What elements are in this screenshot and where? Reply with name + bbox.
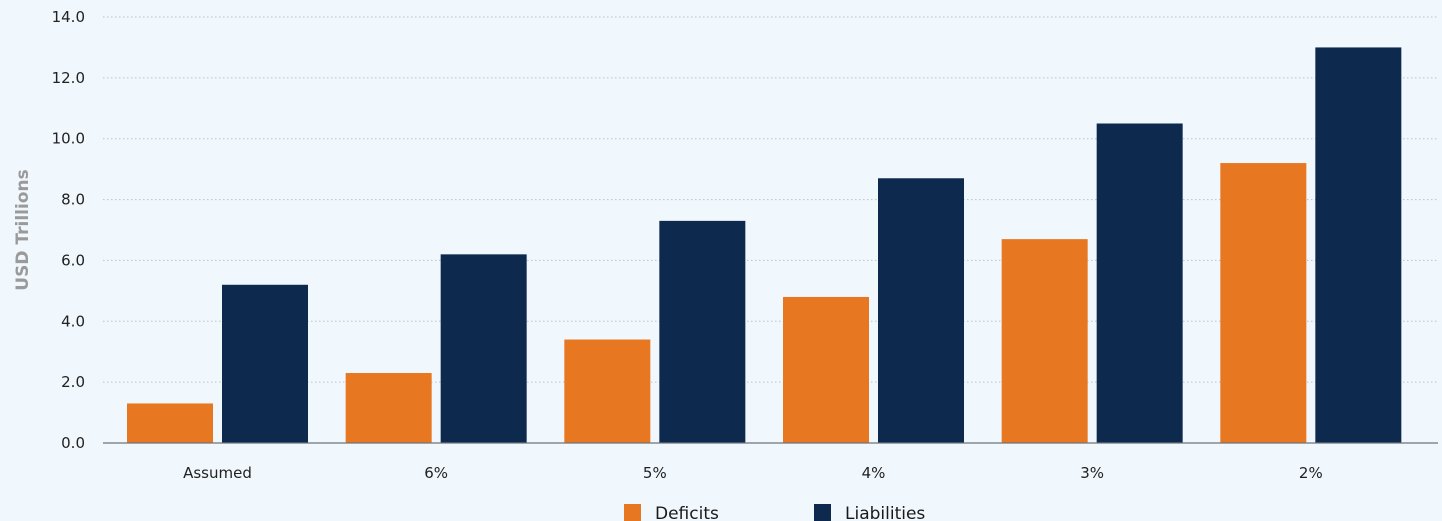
x-category-label: 2% (1299, 464, 1323, 482)
y-tick-label: 10.0 (52, 130, 85, 148)
bar-liabilities-4 (1096, 123, 1183, 443)
x-category-label: 5% (643, 464, 667, 482)
y-tick-label: 0.0 (61, 434, 85, 452)
legend: Deficits Liabilities (624, 504, 925, 521)
y-axis-ticks: 0.0 2.0 4.0 6.0 8.0 10.0 12.0 14.0 (52, 8, 85, 452)
y-tick-label: 14.0 (52, 8, 85, 26)
x-category-label: Assumed (183, 464, 252, 482)
y-tick-label: 2.0 (61, 373, 85, 391)
bar-liabilities-3 (878, 178, 964, 443)
bar-liabilities-1 (440, 254, 527, 443)
gridlines (103, 16, 1438, 383)
bar-liabilities-5 (1315, 47, 1402, 444)
bar-deficits-0 (127, 403, 213, 443)
y-tick-label: 4.0 (61, 312, 85, 330)
bar-liabilities-2 (659, 220, 746, 443)
y-tick-label: 8.0 (61, 191, 85, 209)
y-tick-label: 6.0 (61, 251, 85, 269)
y-tick-label: 12.0 (52, 69, 85, 87)
x-category-label: 6% (424, 464, 448, 482)
legend-label-deficits: Deficits (655, 504, 719, 521)
bar-deficits-2 (564, 339, 651, 443)
bars (127, 47, 1402, 444)
x-category-label: 4% (862, 464, 886, 482)
y-axis-label: USD Trillions (13, 169, 33, 290)
x-category-label: 3% (1080, 464, 1104, 482)
x-axis-categories: Assumed 6% 5% 4% 3% 2% (183, 464, 1323, 482)
legend-swatch-deficits (624, 504, 641, 521)
legend-swatch-liabilities (814, 504, 831, 521)
bar-deficits-5 (1220, 163, 1307, 444)
bar-liabilities-0 (222, 284, 308, 443)
bar-deficits-1 (345, 373, 432, 443)
bar-deficits-4 (1001, 239, 1088, 443)
bar-deficits-3 (783, 296, 869, 443)
legend-label-liabilities: Liabilities (845, 504, 925, 521)
